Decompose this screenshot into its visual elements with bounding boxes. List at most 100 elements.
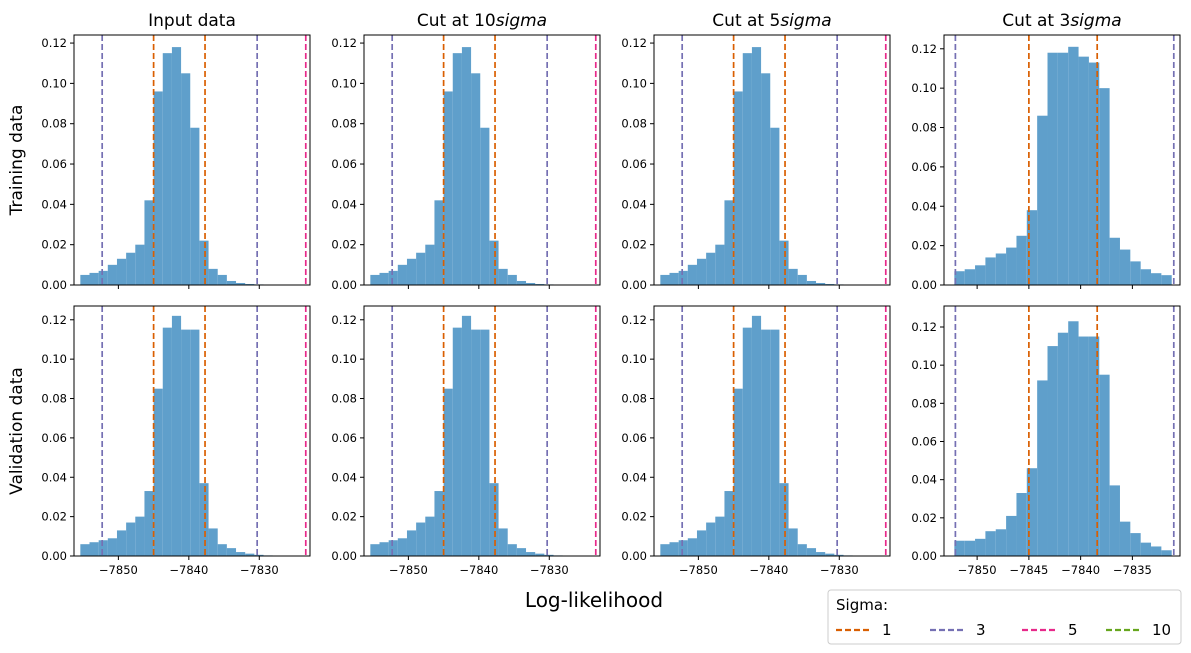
histogram-bar (153, 388, 163, 556)
x-tick-label: −7840 (169, 563, 208, 577)
histogram-bar (770, 329, 780, 556)
histogram-bar (1068, 321, 1079, 556)
histogram-bar (254, 554, 264, 556)
y-tick-label: 0.04 (331, 470, 357, 484)
histogram-bar (733, 388, 743, 556)
axes-frame (73, 305, 311, 557)
histogram-bar (498, 268, 508, 285)
histogram-bar (388, 540, 398, 556)
histogram-bar (80, 544, 90, 556)
histogram-bar (144, 200, 154, 285)
histogram-bar (975, 538, 986, 556)
y-tick-label: 0.06 (41, 431, 67, 445)
histogram-bar (461, 47, 472, 285)
legend-label-sigma-5: 5 (1068, 621, 1078, 639)
histogram-bar (687, 538, 697, 556)
y-tick-label: 0.10 (41, 352, 67, 366)
axes-frame (653, 305, 891, 557)
x-tick-label: −7850 (99, 563, 138, 577)
histogram-bar (1130, 261, 1141, 285)
axes-frame (653, 34, 891, 286)
histogram-bar (416, 522, 426, 556)
histogram-bar (171, 315, 182, 556)
x-axis-label: Log-likelihood (525, 588, 663, 612)
histogram-bar (245, 283, 255, 285)
histogram-bar (706, 252, 716, 285)
y-tick-label: 0.12 (41, 36, 67, 50)
histogram-bar (1057, 52, 1069, 285)
y-tick-label: 0.06 (621, 431, 647, 445)
histogram-bar (770, 127, 780, 286)
histogram-bar (516, 548, 527, 556)
row-label: Validation data (7, 367, 27, 495)
histogram-bar (1047, 346, 1058, 556)
y-tick-label: 0.00 (911, 278, 937, 292)
x-tick-label: −7850 (389, 563, 428, 577)
x-tick-label: −7840 (459, 563, 498, 577)
panel-title: Cut at 3sigma (1002, 11, 1121, 31)
panel-0-2: 0.00 0.02 0.04 0.06 0.08 0.10 0.12 Cut at 5sigm… (621, 11, 891, 292)
histogram-bar (162, 327, 172, 556)
y-tick-label: 0.00 (331, 549, 357, 563)
histogram-bar (660, 544, 670, 556)
histogram-bar (379, 542, 389, 556)
histogram-bar (544, 554, 554, 556)
histogram-bar (471, 329, 481, 556)
histogram-bar (751, 47, 762, 285)
histogram-bar (1088, 62, 1100, 286)
histogram-bar (1151, 546, 1162, 556)
y-tick-label: 0.08 (331, 392, 357, 406)
histogram-bar (370, 544, 380, 556)
histogram-bar (107, 264, 117, 285)
histogram-bar (779, 483, 789, 556)
histogram-bar (1026, 468, 1038, 556)
histogram-bar (995, 529, 1007, 556)
axes-frame (363, 305, 601, 557)
histogram-bar (788, 268, 798, 285)
histogram-bar (126, 522, 136, 556)
histogram-bar (190, 127, 200, 286)
y-tick-label: 0.06 (911, 160, 937, 174)
y-tick-label: 0.12 (911, 320, 937, 334)
histogram-bar (985, 257, 996, 285)
histogram-bar (1037, 380, 1048, 556)
x-tick-label: −7850 (958, 563, 997, 577)
panel-1-0: 0.00 0.02 0.04 0.06 0.08 0.10 0.12 −7850 −7840 −7… (7, 305, 311, 577)
histogram-bar (1161, 550, 1172, 556)
histogram-bar (190, 329, 200, 556)
y-tick-label: 0.00 (331, 278, 357, 292)
histogram-bar (144, 491, 154, 556)
y-tick-label: 0.10 (41, 76, 67, 90)
histogram-bar (535, 283, 545, 285)
histogram-bar (135, 516, 145, 556)
y-tick-label: 0.04 (41, 470, 67, 484)
histogram-bar (724, 200, 734, 285)
y-tick-label: 0.02 (621, 238, 647, 252)
panel-0-1: 0.00 0.02 0.04 0.06 0.08 0.10 0.12 Cut at 10sig… (331, 11, 601, 292)
histogram-bar (1016, 493, 1027, 556)
histogram-bar (135, 244, 145, 285)
histogram-bar (199, 483, 209, 556)
y-tick-label: 0.04 (911, 199, 937, 213)
panel-1-1: 0.00 0.02 0.04 0.06 0.08 0.10 0.12 −7850 −7840 −7… (331, 305, 601, 577)
panel-title: Cut at 5sigma (712, 11, 831, 31)
histogram-bar (715, 244, 725, 285)
histogram-bar (153, 91, 163, 285)
histogram-bar (162, 53, 172, 286)
histogram-bar (507, 274, 517, 285)
row-label: Training data (7, 105, 27, 217)
histogram-bar (1119, 249, 1131, 285)
histogram-bar (660, 274, 670, 285)
y-tick-label: 0.10 (911, 358, 937, 372)
histogram-bar (199, 240, 209, 285)
legend-label-sigma-1: 1 (882, 621, 892, 639)
histogram-bar (1026, 210, 1038, 285)
y-tick-label: 0.12 (621, 313, 647, 327)
axes-frame (73, 34, 311, 286)
panel-title: Input data (148, 11, 236, 31)
histogram-bar (742, 327, 752, 556)
histogram-bar (526, 282, 536, 285)
histogram-bar (816, 282, 826, 285)
histogram-bar (471, 73, 481, 285)
histogram-bar (761, 73, 771, 285)
